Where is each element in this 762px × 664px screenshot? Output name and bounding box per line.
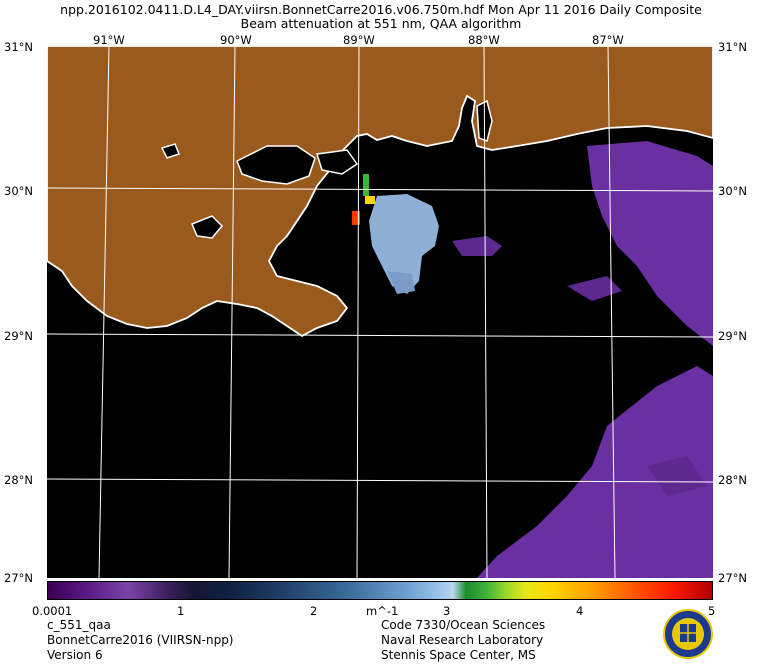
footer-location: Stennis Space Center, MS: [381, 648, 536, 662]
graticule: [47, 46, 713, 578]
map-canvas[interactable]: [47, 46, 713, 578]
lat-label-right-28n: 28°N: [718, 473, 747, 487]
colorbar-tick-5: 5: [708, 604, 716, 618]
lat-label-left-29n: 29°N: [4, 329, 33, 343]
footer-code: Code 7330/Ocean Sciences: [381, 618, 546, 632]
lat-label-left-28n: 28°N: [4, 473, 33, 487]
footer-product: c_551_qaa: [47, 618, 111, 632]
colorbar-tick-1: 1: [177, 604, 185, 618]
colorbar-tick-min: 0.0001: [32, 604, 73, 618]
plume-green: [363, 174, 369, 196]
grid-lon-88w: [483, 46, 488, 578]
colorbar-tick-3: 3: [443, 604, 451, 618]
lat-label-right-31n: 31°N: [718, 40, 747, 54]
lon-label-91w: 91°W: [93, 33, 125, 47]
lat-label-left-31n: 31°N: [4, 40, 33, 54]
plume-yellow: [365, 196, 375, 204]
lat-label-left-30n: 30°N: [4, 184, 33, 198]
lat-label-right-29n: 29°N: [718, 329, 747, 343]
lake-pontchartrain: [236, 145, 316, 185]
purple-patch-small: [647, 456, 707, 496]
low-attenuation-patches: [452, 141, 713, 578]
grid-lat-28n: [47, 478, 713, 483]
colorbar-units: m^-1: [366, 604, 399, 618]
grid-lon-87w: [607, 46, 616, 578]
grid-lat-29n: [47, 333, 713, 338]
footer-lab: Naval Research Laboratory: [381, 633, 544, 647]
river-plume: [369, 194, 439, 294]
colorbar: [47, 581, 713, 600]
map-title: npp.2016102.0411.D.L4_DAY.viirsn.BonnetC…: [60, 2, 702, 17]
colorbar-tick-4: 4: [576, 604, 584, 618]
lat-label-right-30n: 30°N: [718, 184, 747, 198]
lat-label-right-27n: 27°N: [718, 571, 747, 585]
plume-red: [352, 211, 360, 225]
land-mass: [47, 46, 713, 338]
footer-region: BonnetCarre2016 (VIIRSN-npp): [47, 633, 234, 647]
grid-lat-30n: [47, 187, 713, 192]
map-subtitle: Beam attenuation at 551 nm, QAA algorith…: [240, 16, 522, 31]
colorbar-tick-2: 2: [310, 604, 318, 618]
lon-label-90w: 90°W: [220, 33, 252, 47]
lake-borgne: [316, 149, 359, 175]
grid-lon-89w: [356, 46, 360, 578]
lat-label-left-27n: 27°N: [4, 571, 33, 585]
small-lake: [160, 143, 180, 159]
purple-patch-mid: [452, 236, 502, 256]
high-value-plume: [352, 174, 375, 225]
river-plume-south: [387, 271, 415, 294]
purple-patch-center: [567, 276, 622, 301]
lon-label-89w: 89°W: [343, 33, 375, 47]
purple-patch-east: [587, 141, 713, 346]
grid-lon-90w: [228, 46, 236, 578]
lake-salvador: [191, 215, 224, 239]
nrl-seal-icon: [663, 609, 713, 659]
lon-label-88w: 88°W: [468, 33, 500, 47]
lon-label-87w: 87°W: [592, 33, 624, 47]
map-svg: [47, 46, 713, 578]
purple-patch-southeast: [477, 366, 713, 578]
footer-version: Version 6: [47, 648, 103, 662]
grid-lon-91w: [98, 46, 110, 578]
